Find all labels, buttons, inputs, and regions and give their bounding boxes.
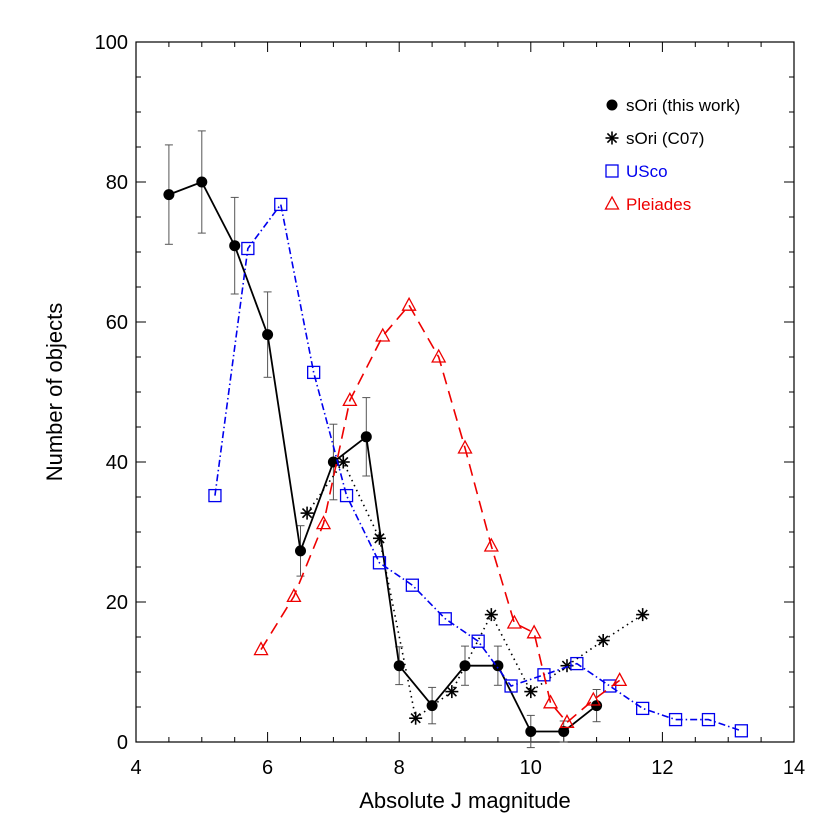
x-tick-label: 12 [651, 757, 673, 779]
data-point [483, 537, 499, 552]
data-point [585, 691, 601, 706]
data-point [262, 329, 274, 341]
data-point [524, 685, 538, 699]
series-2 [208, 197, 749, 738]
data-point [196, 176, 208, 188]
data-point [559, 714, 575, 729]
data-point [360, 431, 372, 443]
data-point [570, 656, 584, 671]
data-point [492, 660, 504, 672]
asterisk-stroke [446, 686, 458, 697]
series-line [260, 303, 621, 724]
data-point [163, 189, 175, 201]
series-line [214, 202, 742, 732]
data-point [605, 164, 619, 178]
y-tick-label: 0 [117, 732, 128, 754]
asterisk-stroke [301, 507, 313, 519]
y-tick-label: 40 [106, 452, 128, 474]
data-point [526, 624, 542, 639]
x-tick-label: 8 [394, 757, 405, 779]
data-point [668, 712, 683, 727]
data-point [286, 588, 302, 603]
data-point [208, 488, 222, 503]
x-tick-label: 10 [520, 757, 542, 779]
asterisk-stroke [598, 635, 609, 646]
data-point [405, 578, 420, 592]
data-point [401, 296, 417, 311]
data-point [537, 668, 551, 682]
data-point [525, 726, 537, 737]
data-point [459, 660, 471, 672]
data-point [506, 614, 522, 629]
x-tick-label: 4 [130, 757, 141, 779]
x-axis-label: Absolute J magnitude [359, 788, 571, 813]
y-tick-label: 20 [106, 592, 128, 614]
series-3 [253, 296, 628, 729]
data-point [542, 694, 559, 709]
asterisk-stroke [525, 686, 536, 697]
data-point [605, 131, 619, 145]
data-point [295, 545, 306, 557]
data-point [438, 612, 452, 626]
data-point [457, 439, 473, 454]
y-tick-label: 60 [106, 312, 128, 334]
data-point [241, 241, 255, 256]
series-0 [163, 130, 603, 749]
asterisk-stroke [486, 609, 497, 620]
legend-label: sOri (C07) [626, 129, 704, 148]
data-point [393, 660, 405, 672]
series-line [306, 460, 644, 720]
y-tick-label: 100 [95, 32, 128, 54]
series-layer [163, 130, 749, 749]
data-point [596, 634, 610, 647]
y-tick-label: 80 [106, 172, 128, 194]
data-point [342, 392, 358, 407]
data-point [445, 685, 459, 699]
data-point [484, 608, 498, 622]
data-point [701, 712, 716, 727]
data-point [558, 726, 570, 737]
x-tick-label: 6 [262, 757, 273, 779]
data-point [612, 672, 628, 687]
asterisk-stroke [338, 456, 349, 468]
asterisk-stroke [410, 713, 421, 724]
legend-label: sOri (this work) [626, 96, 740, 115]
legend-label: Pleiades [626, 195, 691, 214]
data-point [504, 679, 518, 693]
data-point [229, 240, 241, 252]
y-tick-labels: 0 20 40 60 80 100 [95, 32, 128, 754]
data-point [636, 701, 650, 716]
data-point [372, 531, 386, 545]
data-point [636, 608, 650, 622]
data-point [339, 488, 354, 503]
data-point [375, 327, 391, 342]
axis-ticks [135, 41, 795, 743]
y-axis-label: Number of objects [42, 303, 67, 482]
data-point [253, 641, 269, 656]
data-point [471, 634, 485, 648]
data-point [426, 700, 438, 712]
data-point [431, 348, 447, 363]
data-point [372, 556, 387, 570]
data-point [409, 711, 423, 725]
series-1 [300, 455, 650, 725]
x-tick-labels: 4 6 8 10 12 14 [130, 757, 805, 779]
legend: sOri (this work) sOri (C07) USco Pleiades [604, 96, 740, 214]
data-point [336, 455, 350, 469]
series-line [168, 180, 598, 733]
legend-label: USco [626, 162, 668, 181]
data-point [604, 195, 620, 210]
asterisk-stroke [637, 609, 648, 620]
data-point [274, 197, 288, 212]
x-tick-label: 14 [783, 757, 805, 779]
asterisk-stroke [606, 132, 618, 144]
asterisk-stroke [374, 533, 385, 544]
data-point [734, 724, 749, 738]
data-point [606, 99, 618, 111]
data-point [315, 515, 332, 530]
data-point [300, 506, 314, 520]
data-point [307, 365, 321, 380]
